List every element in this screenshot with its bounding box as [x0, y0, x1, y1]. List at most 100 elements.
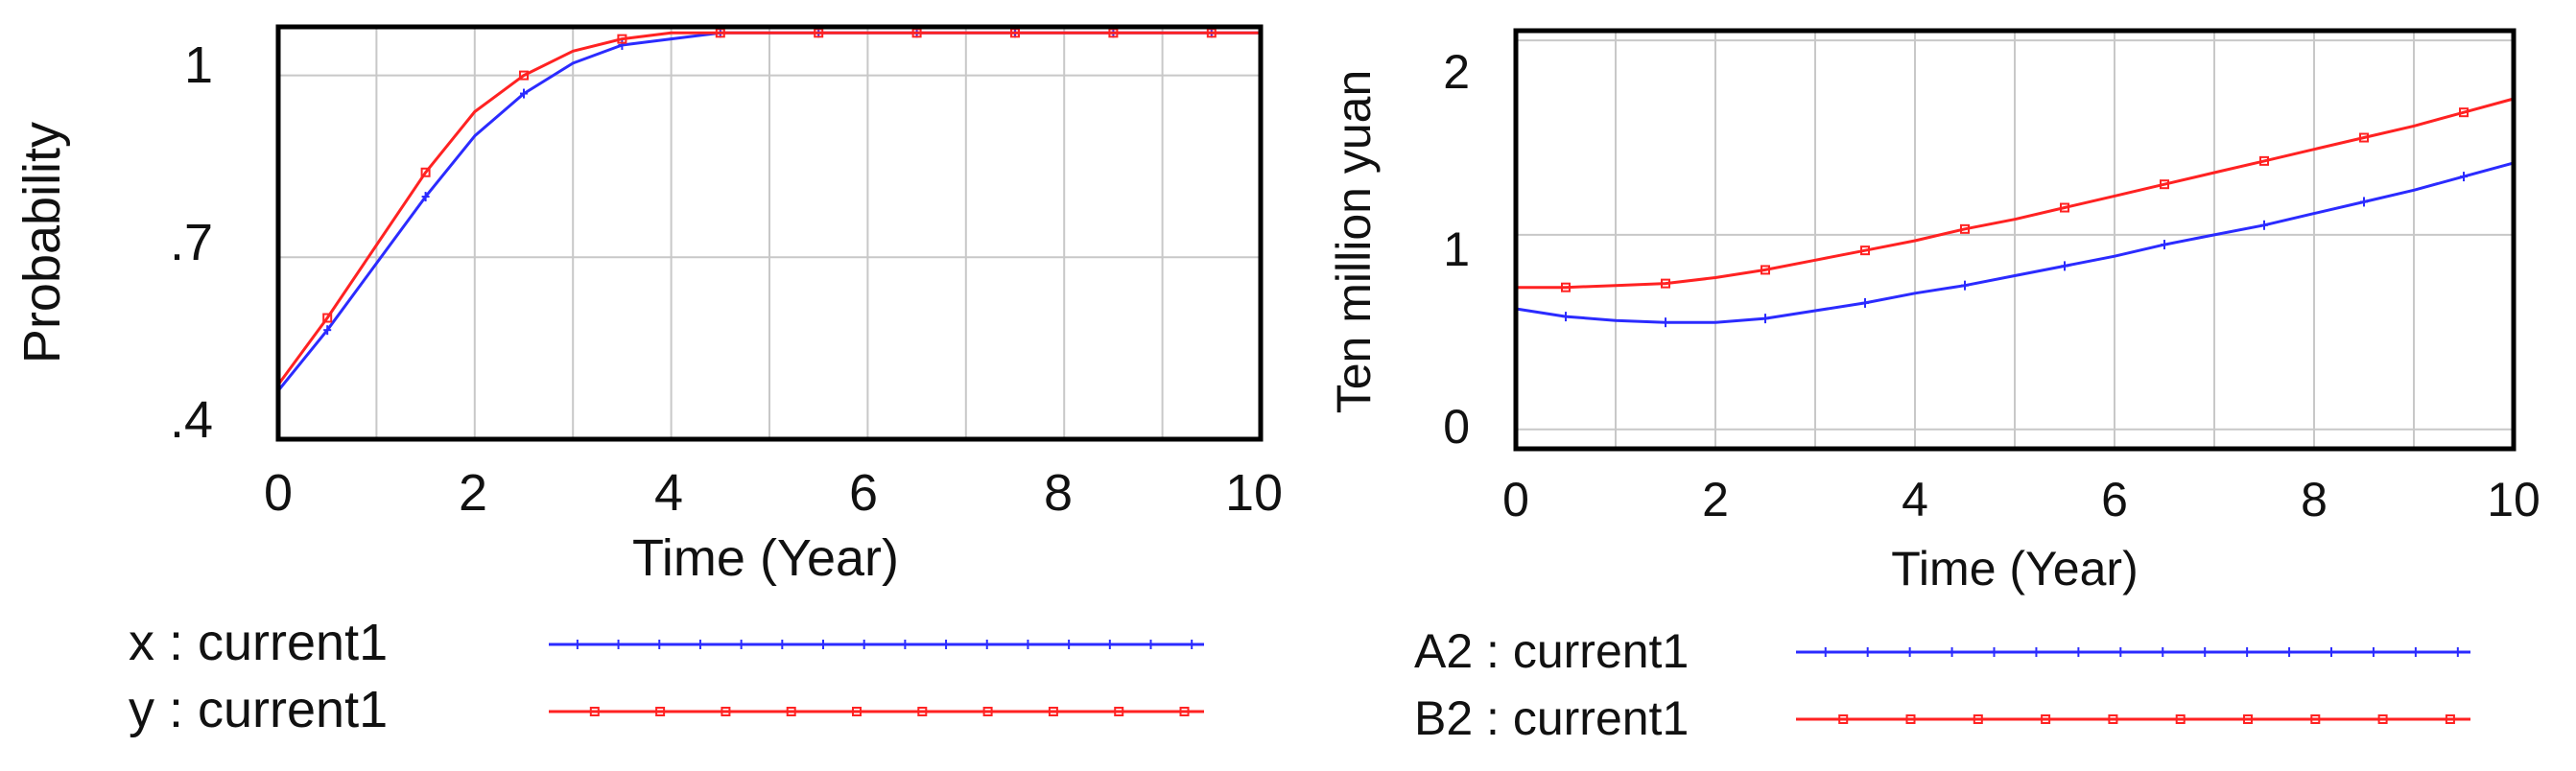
- legend-marker: [655, 640, 664, 649]
- legend-marker: [1948, 647, 1956, 657]
- legend-marker: [614, 640, 623, 649]
- legend-marker: [1188, 640, 1196, 649]
- data-point: [2061, 261, 2068, 271]
- legend-marker: [2041, 714, 2051, 724]
- data-point: [2259, 155, 2269, 166]
- legend-marker: [696, 640, 704, 649]
- x-tick-label: 2: [1702, 473, 1729, 526]
- legend-marker: [1863, 647, 1872, 657]
- series-line-1: [1515, 161, 2515, 324]
- data-point: [2060, 202, 2069, 213]
- gridlines: [1515, 31, 2515, 449]
- data-point: [2459, 107, 2469, 118]
- x-tick-labels: 0 2 4 6 8 10: [264, 464, 1283, 522]
- data-point: [519, 70, 529, 81]
- legend-label-x: x : current1: [129, 614, 388, 671]
- legend-marker: [2243, 647, 2252, 657]
- y-tick-label: 0: [1443, 400, 1470, 454]
- x-tick-label: 4: [1902, 473, 1928, 526]
- y-tick-label: .7: [170, 214, 213, 271]
- legend-marker: [737, 640, 745, 649]
- legend-markers: [589, 707, 1190, 716]
- legend-marker: [573, 640, 581, 649]
- data-point: [617, 34, 627, 44]
- x-tick-label: 0: [1502, 473, 1529, 526]
- x-tick-label: 10: [2487, 473, 2541, 526]
- legend-marker: [1973, 714, 1983, 724]
- legend-marker: [819, 640, 828, 649]
- series-group: [276, 28, 1261, 392]
- legend-marker: [2377, 714, 2388, 724]
- y-tick-label: 1: [184, 36, 213, 94]
- y-axis-label-ten-million-yuan: Ten million yuan: [1327, 70, 1381, 414]
- legend: x : current1 y : current1: [129, 614, 1204, 738]
- legend-marker: [942, 640, 951, 649]
- data-point: [323, 325, 332, 336]
- data-point: [2260, 220, 2268, 230]
- x-tick-label: 4: [654, 464, 683, 522]
- legend-marker: [1105, 640, 1114, 649]
- legend-marker: [982, 707, 993, 716]
- data-point: [618, 39, 626, 50]
- series-group: [1515, 97, 2515, 328]
- legend-marker: [1821, 647, 1830, 657]
- y-axis-label-probability: Probability: [13, 122, 71, 363]
- y-tick-labels: 2 1 0: [1443, 45, 1470, 454]
- x-tick-label: 10: [1225, 464, 1283, 522]
- plot-frame: [275, 24, 1264, 442]
- legend-marker: [860, 640, 868, 649]
- legend-marker: [2175, 714, 2186, 724]
- data-point: [1761, 265, 1770, 275]
- legend-marker: [1905, 647, 1914, 657]
- data-point: [322, 313, 333, 323]
- legend: A2 : current1 B2 : current1: [1414, 624, 2470, 745]
- x-tick-label: 6: [2101, 473, 2128, 526]
- legend-marker: [2201, 647, 2210, 657]
- chart-ten-million-yuan: Ten million yuan 2 1 0 0 2 4 6 8 10 Time…: [1327, 45, 2541, 745]
- legend-marker: [2369, 647, 2377, 657]
- data-point: [1761, 314, 1769, 324]
- legend-marker: [2108, 714, 2118, 724]
- y-tick-label: 2: [1443, 45, 1470, 99]
- x-tick-label: 8: [1044, 464, 1073, 522]
- legend-marker: [786, 707, 796, 716]
- plot-frame: [1513, 28, 2517, 452]
- series-line-2: [1516, 97, 2515, 290]
- y-tick-label: .4: [170, 391, 213, 449]
- legend-label-a2: A2 : current1: [1414, 624, 1689, 678]
- data-point: [1961, 280, 1969, 291]
- data-point: [520, 88, 528, 99]
- legend-markers: [1838, 714, 2455, 724]
- data-point: [2359, 132, 2369, 143]
- x-tick-label: 0: [264, 464, 293, 522]
- series-line-2: [276, 31, 1261, 386]
- legend-marker: [2328, 647, 2336, 657]
- legend-marker: [2159, 647, 2167, 657]
- legend-marker: [655, 707, 666, 716]
- x-tick-label: 2: [459, 464, 487, 522]
- y-tick-label: 1: [1443, 222, 1470, 276]
- legend-marker: [1048, 707, 1058, 716]
- legend-marker: [1179, 707, 1190, 716]
- data-point: [2460, 172, 2468, 182]
- data-point: [1661, 278, 1670, 289]
- legend-marker: [1024, 640, 1032, 649]
- gridlines: [277, 27, 1262, 440]
- legend-marker: [2116, 647, 2125, 657]
- data-point: [1561, 282, 1571, 292]
- legend-marker: [982, 640, 991, 649]
- data-point: [1860, 245, 1870, 256]
- x-tick-label: 6: [849, 464, 878, 522]
- legend-marker: [2032, 647, 2041, 657]
- legend-markers: [573, 640, 1196, 649]
- legend-marker: [721, 707, 731, 716]
- legend-marker: [2310, 714, 2321, 724]
- x-tick-labels: 0 2 4 6 8 10: [1502, 473, 2541, 526]
- legend-marker: [1114, 707, 1124, 716]
- data-point: [1861, 297, 1869, 308]
- x-tick-label: 8: [2301, 473, 2328, 526]
- data-point: [1562, 312, 1570, 322]
- legend-marker: [1065, 640, 1074, 649]
- legend-marker: [1990, 647, 1998, 657]
